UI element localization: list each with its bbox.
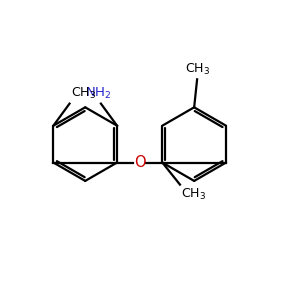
Text: CH$_3$: CH$_3$ <box>184 62 210 77</box>
Text: O: O <box>134 155 146 170</box>
Text: CH$_3$: CH$_3$ <box>182 187 207 202</box>
Text: CH$_3$: CH$_3$ <box>71 86 96 101</box>
Text: NH$_2$: NH$_2$ <box>85 86 112 101</box>
